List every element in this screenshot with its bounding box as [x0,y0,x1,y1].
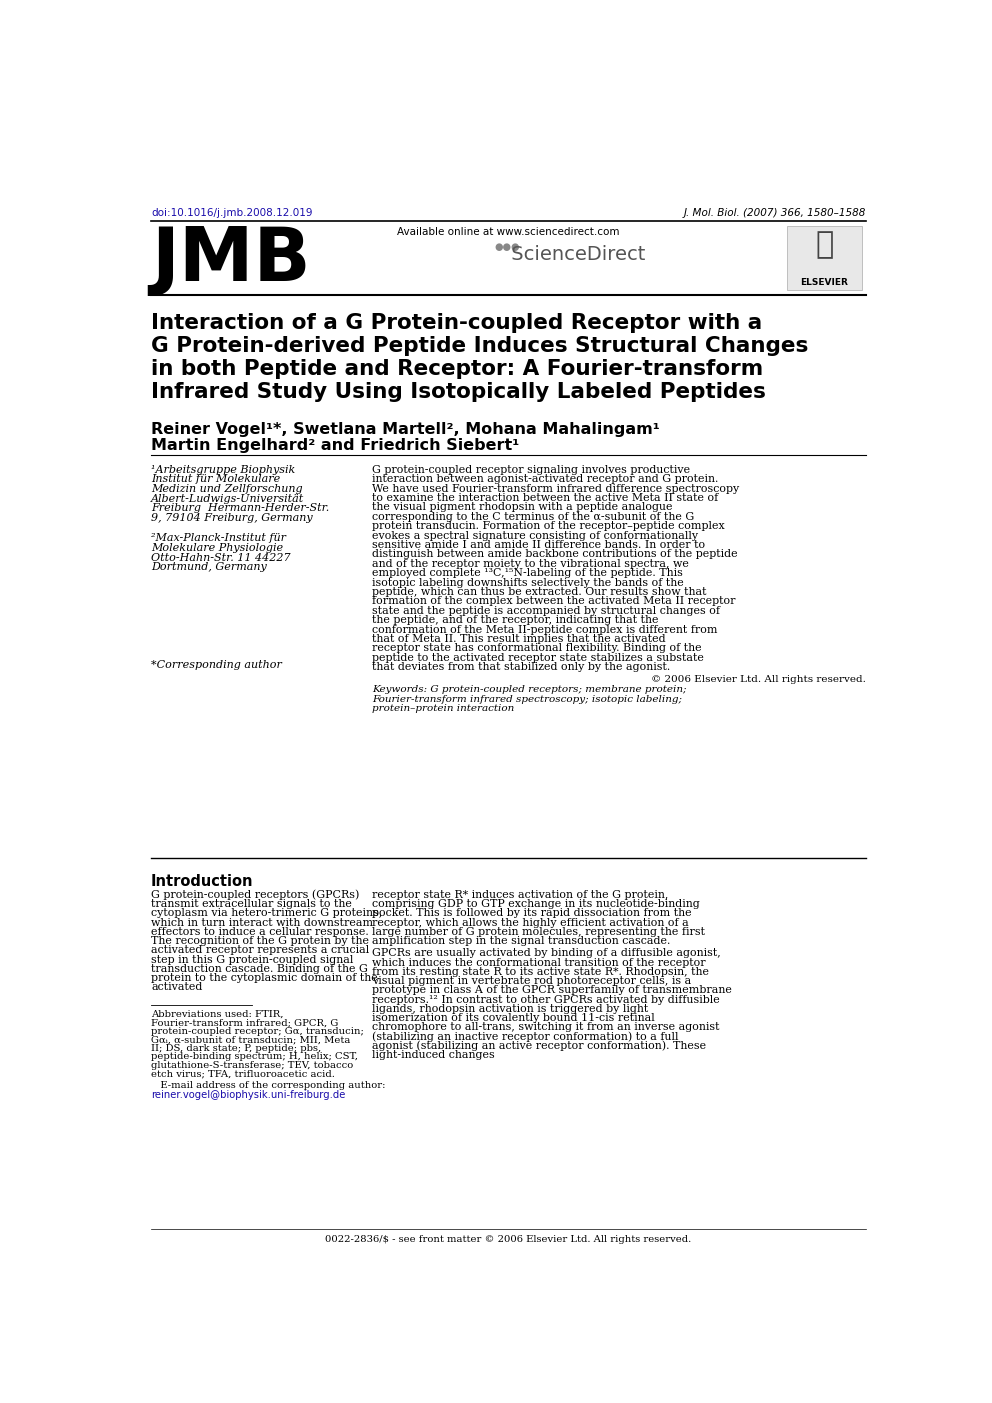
Text: Fourier-transform infrared; GPCR, G: Fourier-transform infrared; GPCR, G [151,1019,338,1027]
Text: sensitive amide I and amide II difference bands. In order to: sensitive amide I and amide II differenc… [372,540,705,550]
Text: Dortmund, Germany: Dortmund, Germany [151,563,267,572]
Text: Infrared Study Using Isotopically Labeled Peptides: Infrared Study Using Isotopically Labele… [151,383,766,403]
Text: activated: activated [151,982,202,992]
Text: 0022-2836/$ - see front matter © 2006 Elsevier Ltd. All rights reserved.: 0022-2836/$ - see front matter © 2006 El… [325,1235,691,1244]
Text: protein-coupled receptor; Gα, transducin;: protein-coupled receptor; Gα, transducin… [151,1027,364,1035]
Text: GPCRs are usually activated by binding of a diffusible agonist,: GPCRs are usually activated by binding o… [372,948,721,958]
Text: transmit extracellular signals to the: transmit extracellular signals to the [151,899,352,909]
Text: agonist (stabilizing an active receptor conformation). These: agonist (stabilizing an active receptor … [372,1041,706,1051]
Text: J. Mol. Biol. (2007) 366, 1580–1588: J. Mol. Biol. (2007) 366, 1580–1588 [683,209,866,219]
Text: ●●●: ●●● [494,241,520,251]
Text: light-induced changes: light-induced changes [372,1049,495,1061]
Text: which induces the conformational transition of the receptor: which induces the conformational transit… [372,958,705,968]
Text: Abbreviations used: FTIR,: Abbreviations used: FTIR, [151,1010,284,1019]
Text: activated receptor represents a crucial: activated receptor represents a crucial [151,946,369,955]
Text: 9, 79104 Freiburg, Germany: 9, 79104 Freiburg, Germany [151,513,312,523]
Text: receptor state has conformational flexibility. Binding of the: receptor state has conformational flexib… [372,644,701,654]
Text: ligands, rhodopsin activation is triggered by light: ligands, rhodopsin activation is trigger… [372,1003,648,1014]
Text: evokes a spectral signature consisting of conformationally: evokes a spectral signature consisting o… [372,530,698,540]
Text: step in this G protein-coupled signal: step in this G protein-coupled signal [151,954,353,964]
Text: © 2006 Elsevier Ltd. All rights reserved.: © 2006 Elsevier Ltd. All rights reserved… [651,675,866,683]
Text: Martin Engelhard² and Friedrich Siebert¹: Martin Engelhard² and Friedrich Siebert¹ [151,438,520,453]
Text: G protein-coupled receptor signaling involves productive: G protein-coupled receptor signaling inv… [372,464,690,474]
Text: The recognition of the G protein by the: The recognition of the G protein by the [151,936,369,946]
Text: conformation of the Meta II-peptide complex is different from: conformation of the Meta II-peptide comp… [372,624,717,634]
Text: Gαᵢ, α-subunit of transducin; MII, Meta: Gαᵢ, α-subunit of transducin; MII, Meta [151,1035,350,1044]
Text: distinguish between amide backbone contributions of the peptide: distinguish between amide backbone contr… [372,550,738,560]
Text: *Corresponding author: *Corresponding author [151,661,282,671]
Text: receptors.¹² In contrast to other GPCRs activated by diffusible: receptors.¹² In contrast to other GPCRs … [372,995,720,1005]
Text: in both Peptide and Receptor: A Fourier-transform: in both Peptide and Receptor: A Fourier-… [151,359,764,379]
Text: that of Meta II. This result implies that the activated: that of Meta II. This result implies tha… [372,634,666,644]
Text: effectors to induce a cellular response.: effectors to induce a cellular response. [151,927,369,937]
Text: pocket. This is followed by its rapid dissociation from the: pocket. This is followed by its rapid di… [372,908,691,919]
Text: E-mail address of the corresponding author:: E-mail address of the corresponding auth… [151,1080,386,1090]
Text: which in turn interact with downstream: which in turn interact with downstream [151,918,373,927]
Text: etch virus; TFA, trifluoroacetic acid.: etch virus; TFA, trifluoroacetic acid. [151,1069,335,1079]
Text: Introduction: Introduction [151,874,254,890]
Text: reiner.vogel@biophysik.uni-freiburg.de: reiner.vogel@biophysik.uni-freiburg.de [151,1090,345,1100]
Text: chromophore to all-trans, switching it from an inverse agonist: chromophore to all-trans, switching it f… [372,1023,719,1033]
Text: protein transducin. Formation of the receptor–peptide complex: protein transducin. Formation of the rec… [372,521,725,532]
Text: ScienceDirect: ScienceDirect [505,246,645,264]
Text: state and the peptide is accompanied by structural changes of: state and the peptide is accompanied by … [372,606,720,616]
Text: G Protein-derived Peptide Induces Structural Changes: G Protein-derived Peptide Induces Struct… [151,337,808,356]
Text: receptor state R* induces activation of the G protein,: receptor state R* induces activation of … [372,890,669,899]
Text: II; DS, dark state; P, peptide; pbs,: II; DS, dark state; P, peptide; pbs, [151,1044,321,1052]
Text: 🌳: 🌳 [815,230,833,260]
Text: cytoplasm via hetero-trimeric G proteins,: cytoplasm via hetero-trimeric G proteins… [151,908,382,919]
Text: formation of the complex between the activated Meta II receptor: formation of the complex between the act… [372,596,735,606]
Text: ²Max-Planck-Institut für: ²Max-Planck-Institut für [151,533,286,543]
Text: (stabilizing an inactive receptor conformation) to a full: (stabilizing an inactive receptor confor… [372,1031,679,1042]
Bar [787,226,862,290]
Text: employed complete ¹³C,¹⁵N-labeling of the peptide. This: employed complete ¹³C,¹⁵N-labeling of th… [372,568,682,578]
Text: corresponding to the C terminus of the α-subunit of the G: corresponding to the C terminus of the α… [372,512,694,522]
Text: Keywords: G protein-coupled receptors; membrane protein;: Keywords: G protein-coupled receptors; m… [372,685,686,694]
Text: Albert-Ludwigs-Universität: Albert-Ludwigs-Universität [151,494,305,504]
Text: amplification step in the signal transduction cascade.: amplification step in the signal transdu… [372,936,671,946]
Text: JMB: JMB [151,224,310,297]
Text: interaction between agonist-activated receptor and G protein.: interaction between agonist-activated re… [372,474,718,484]
Text: Freiburg  Hermann-Herder-Str.: Freiburg Hermann-Herder-Str. [151,504,329,513]
Text: isomerization of its covalently bound 11-cis retinal: isomerization of its covalently bound 11… [372,1013,655,1023]
Text: that deviates from that stabilized only by the agonist.: that deviates from that stabilized only … [372,662,671,672]
Text: Molekulare Physiologie: Molekulare Physiologie [151,543,284,553]
Text: isotopic labeling downshifts selectively the bands of the: isotopic labeling downshifts selectively… [372,578,683,588]
Text: and of the receptor moiety to the vibrational spectra, we: and of the receptor moiety to the vibrat… [372,558,688,568]
Text: Medizin und Zellforschung: Medizin und Zellforschung [151,484,303,494]
Text: protein–protein interaction: protein–protein interaction [372,704,514,713]
Text: the visual pigment rhodopsin with a peptide analogue: the visual pigment rhodopsin with a pept… [372,502,673,512]
Text: to examine the interaction between the active Meta II state of: to examine the interaction between the a… [372,492,718,504]
Text: receptor, which allows the highly efficient activation of a: receptor, which allows the highly effici… [372,918,688,927]
Text: We have used Fourier-transform infrared difference spectroscopy: We have used Fourier-transform infrared … [372,484,739,494]
Text: visual pigment in vertebrate rod photoreceptor cells, is a: visual pigment in vertebrate rod photore… [372,976,691,986]
Text: from its resting state R to its active state R*. Rhodopsin, the: from its resting state R to its active s… [372,967,709,976]
Text: doi:10.1016/j.jmb.2008.12.019: doi:10.1016/j.jmb.2008.12.019 [151,209,312,219]
Text: protein to the cytoplasmic domain of the: protein to the cytoplasmic domain of the [151,974,378,984]
Text: prototype in class A of the GPCR superfamily of transmembrane: prototype in class A of the GPCR superfa… [372,985,732,995]
Text: glutathione-S-transferase; TEV, tobacco: glutathione-S-transferase; TEV, tobacco [151,1061,353,1070]
Text: Interaction of a G Protein-coupled Receptor with a: Interaction of a G Protein-coupled Recep… [151,313,763,333]
Text: transduction cascade. Binding of the G: transduction cascade. Binding of the G [151,964,368,974]
Text: Reiner Vogel¹*, Swetlana Martell², Mohana Mahalingam¹: Reiner Vogel¹*, Swetlana Martell², Mohan… [151,422,660,438]
Text: peptide, which can thus be extracted. Our results show that: peptide, which can thus be extracted. Ou… [372,586,706,596]
Text: Fourier-transform infrared spectroscopy; isotopic labeling;: Fourier-transform infrared spectroscopy;… [372,694,682,703]
Text: ELSEVIER: ELSEVIER [801,278,848,286]
Text: the peptide, and of the receptor, indicating that the: the peptide, and of the receptor, indica… [372,615,659,626]
Text: comprising GDP to GTP exchange in its nucleotide-binding: comprising GDP to GTP exchange in its nu… [372,899,699,909]
Text: Institut für Molekulare: Institut für Molekulare [151,474,281,484]
Text: G protein-coupled receptors (GPCRs): G protein-coupled receptors (GPCRs) [151,890,359,901]
Text: peptide to the activated receptor state stabilizes a substate: peptide to the activated receptor state … [372,652,704,662]
Text: peptide-binding spectrum; H, helix; CST,: peptide-binding spectrum; H, helix; CST, [151,1052,358,1061]
Text: ¹Arbeitsgruppe Biophysik: ¹Arbeitsgruppe Biophysik [151,464,296,474]
Text: Available online at www.sciencedirect.com: Available online at www.sciencedirect.co… [397,227,620,237]
Text: large number of G protein molecules, representing the first: large number of G protein molecules, rep… [372,927,705,937]
Text: Otto-Hahn-Str. 11 44227: Otto-Hahn-Str. 11 44227 [151,553,291,563]
